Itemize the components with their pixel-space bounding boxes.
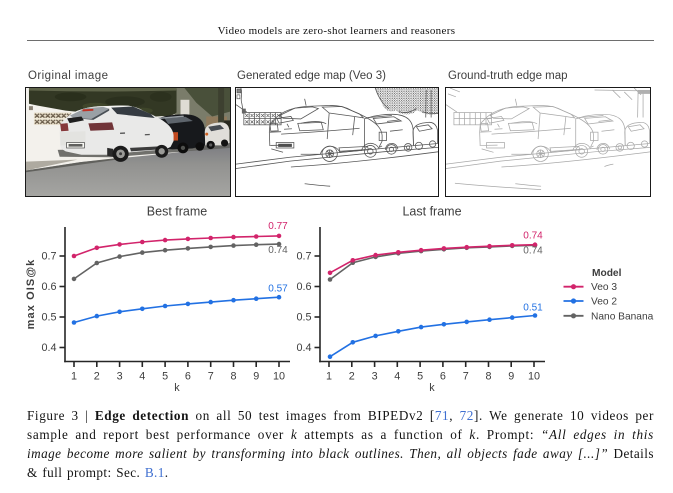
svg-text:5: 5 [162, 371, 168, 383]
svg-text:10: 10 [273, 371, 285, 383]
svg-text:k: k [429, 382, 435, 394]
svg-text:8: 8 [485, 371, 491, 383]
svg-text:7: 7 [463, 371, 469, 383]
svg-text:5: 5 [417, 371, 423, 383]
svg-text:10: 10 [528, 371, 540, 383]
svg-text:0.5: 0.5 [296, 311, 311, 323]
svg-text:0.74: 0.74 [523, 231, 543, 242]
svg-text:7: 7 [208, 371, 214, 383]
svg-text:0.7: 0.7 [296, 250, 311, 262]
svg-text:0.5: 0.5 [41, 311, 56, 323]
svg-text:k: k [174, 382, 180, 394]
svg-text:Model: Model [592, 268, 622, 279]
svg-text:Nano Banana: Nano Banana [591, 311, 654, 322]
svg-text:0.51: 0.51 [523, 303, 543, 314]
svg-text:0.77: 0.77 [268, 221, 288, 232]
svg-text:2: 2 [94, 371, 100, 383]
svg-text:9: 9 [253, 371, 259, 383]
svg-text:9: 9 [508, 371, 514, 383]
svg-text:Last frame: Last frame [402, 205, 461, 219]
svg-text:3: 3 [117, 371, 123, 383]
svg-text:max OIS@k: max OIS@k [25, 259, 37, 330]
svg-text:Veo 2: Veo 2 [591, 297, 617, 308]
svg-text:0.4: 0.4 [41, 342, 56, 354]
svg-text:Best frame: Best frame [147, 205, 207, 219]
svg-text:0.6: 0.6 [296, 281, 311, 293]
svg-text:0.6: 0.6 [41, 281, 56, 293]
svg-text:6: 6 [185, 371, 191, 383]
svg-text:0.74: 0.74 [523, 246, 543, 257]
svg-text:4: 4 [394, 371, 400, 383]
svg-text:0.57: 0.57 [268, 284, 288, 295]
svg-text:1: 1 [71, 371, 77, 383]
svg-text:3: 3 [372, 371, 378, 383]
svg-text:0.4: 0.4 [296, 342, 311, 354]
svg-text:Veo 3: Veo 3 [591, 282, 617, 293]
svg-text:0.74: 0.74 [268, 245, 288, 256]
svg-text:6: 6 [440, 371, 446, 383]
svg-text:8: 8 [230, 371, 236, 383]
svg-text:4: 4 [139, 371, 145, 383]
svg-text:1: 1 [326, 371, 332, 383]
svg-text:2: 2 [349, 371, 355, 383]
svg-text:0.7: 0.7 [41, 250, 56, 262]
